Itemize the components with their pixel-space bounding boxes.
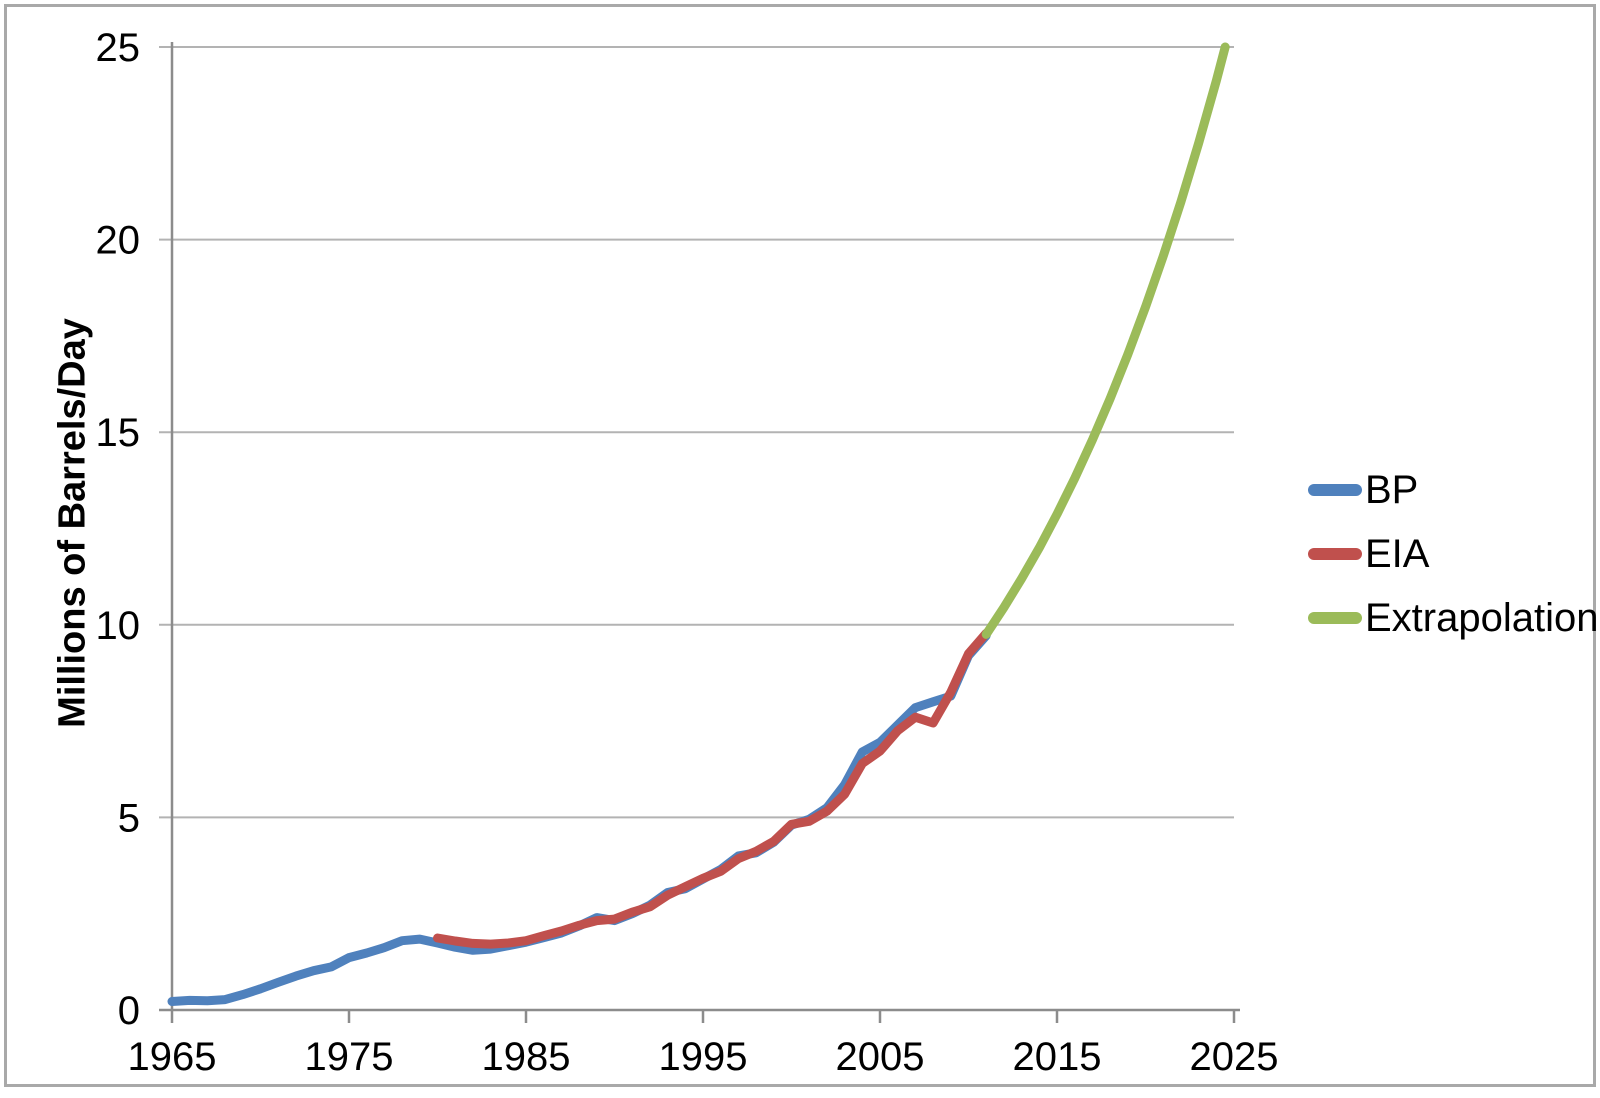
legend-label-extrapolation: Extrapolation — [1365, 595, 1599, 640]
y-tick-label-25: 25 — [96, 26, 141, 70]
y-tick-label-10: 10 — [96, 604, 141, 648]
legend-label-eia: EIA — [1365, 531, 1430, 576]
y-tick-label-20: 20 — [96, 219, 141, 263]
legend-label-bp: BP — [1365, 467, 1419, 512]
legend: BP EIA Extrapolation — [1308, 458, 1598, 650]
x-tick-label-2005: 2005 — [836, 1035, 925, 1079]
legend-swatch-eia-line-icon — [1308, 548, 1362, 560]
y-tick-label-0: 0 — [118, 989, 140, 1033]
series-line-eia — [433, 628, 991, 949]
x-tick-label-1995: 1995 — [659, 1035, 748, 1079]
x-tick-label-2015: 2015 — [1013, 1035, 1102, 1079]
series-line-bp — [167, 631, 991, 1006]
legend-item-eia: EIA — [1308, 522, 1598, 586]
chart-frame: 0 5 10 15 20 25 1965 1975 1985 1995 2005 2015 2025 M… — [4, 4, 1598, 1087]
legend-swatch-bp-line-icon — [1308, 484, 1362, 496]
legend-item-extrapolation: Extrapolation — [1308, 586, 1598, 650]
legend-swatch-extrapolation-line-icon — [1308, 612, 1362, 624]
x-tick-label-1965: 1965 — [128, 1035, 217, 1079]
x-tick-label-1975: 1975 — [305, 1035, 394, 1079]
y-axis-title: Millions of Barrels/Day — [51, 318, 94, 728]
x-tick-label-1985: 1985 — [482, 1035, 571, 1079]
legend-item-bp: BP — [1308, 458, 1598, 522]
series-line-extrapolation — [981, 42, 1230, 639]
y-tick-label-15: 15 — [96, 411, 141, 455]
x-tick-label-2025: 2025 — [1190, 1035, 1279, 1079]
y-tick-label-5: 5 — [118, 796, 140, 840]
